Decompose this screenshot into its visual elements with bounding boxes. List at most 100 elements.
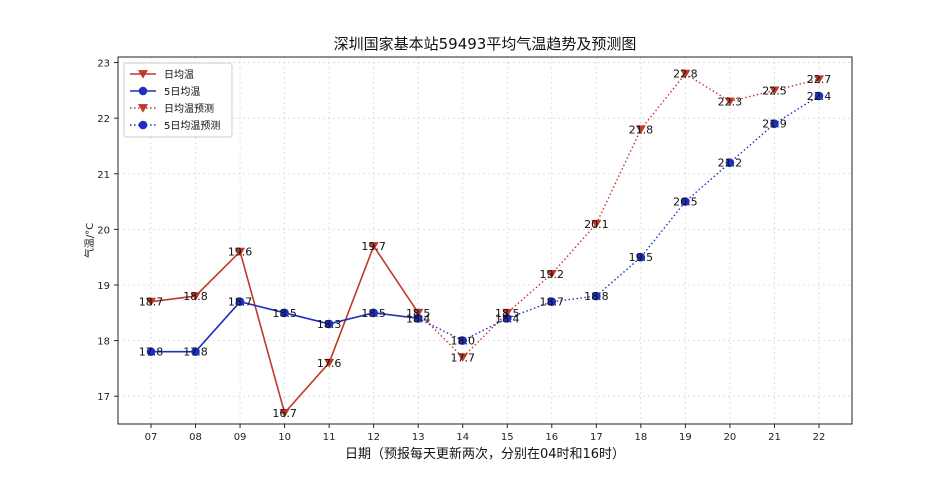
x-axis-label: 日期（预报每天更新两次，分别在04时和16时） xyxy=(345,446,625,462)
data-point xyxy=(368,242,379,251)
data-label: 19.7 xyxy=(361,240,386,253)
data-label: 17.7 xyxy=(450,351,475,364)
x-tick-label: 11 xyxy=(323,432,336,443)
data-label: 18.4 xyxy=(406,312,431,325)
data-label: 18.7 xyxy=(139,296,164,309)
x-tick-label: 17 xyxy=(590,432,603,443)
x-tick-label: 08 xyxy=(189,432,202,443)
data-point xyxy=(369,308,378,318)
data-point xyxy=(458,336,468,345)
x-tick-label: 13 xyxy=(412,432,425,443)
y-tick-label: 17 xyxy=(97,392,110,403)
data-point xyxy=(813,75,825,84)
data-label: 22.5 xyxy=(762,84,787,97)
data-label: 18.5 xyxy=(495,307,520,320)
data-point xyxy=(725,158,735,167)
x-tick-label: 12 xyxy=(367,432,380,443)
x-tick-label: 07 xyxy=(145,432,158,443)
data-point xyxy=(547,297,557,306)
x-axis-ticks: 07 08 09 10 11 12 13 14 15 16 17 18 19 20 21 22 xyxy=(145,424,826,443)
data-point xyxy=(279,408,290,418)
grid-layer xyxy=(118,57,852,424)
x-tick-label: 21 xyxy=(768,432,781,443)
data-point xyxy=(681,197,690,206)
x-tick-label: 16 xyxy=(545,432,558,443)
data-point xyxy=(636,252,646,262)
y-axis-label: 气温/°C xyxy=(83,223,96,258)
legend-label: 日均温预测 xyxy=(164,102,214,115)
data-point xyxy=(770,119,779,129)
legend-marker xyxy=(137,104,149,113)
legend-marker xyxy=(137,70,149,79)
data-label: 18.3 xyxy=(317,318,342,331)
x-tick-label: 22 xyxy=(813,432,826,443)
data-point xyxy=(324,319,334,329)
data-label: 18.8 xyxy=(183,290,208,303)
data-label: 18.5 xyxy=(272,307,297,320)
data-point xyxy=(146,347,156,357)
x-tick-label: 18 xyxy=(634,432,647,443)
data-point xyxy=(324,358,335,368)
legend-marker xyxy=(138,86,148,96)
x-tick-label: 20 xyxy=(724,432,737,443)
data-label: 19.2 xyxy=(540,268,565,281)
y-tick-label: 21 xyxy=(97,170,110,181)
data-label: 22.8 xyxy=(673,68,698,81)
data-point xyxy=(814,91,824,101)
x-tick-label: 15 xyxy=(501,432,514,443)
x-tick-label: 10 xyxy=(278,432,291,443)
data-label: 18.8 xyxy=(584,290,609,303)
y-tick-label: 20 xyxy=(97,225,110,236)
data-point xyxy=(680,69,691,79)
data-label: 18.7 xyxy=(540,296,565,309)
data-label: 18.7 xyxy=(228,296,253,309)
data-point xyxy=(190,292,201,301)
x-tick-label: 19 xyxy=(679,432,692,443)
data-point xyxy=(413,308,424,318)
data-point xyxy=(502,314,512,323)
data-point xyxy=(145,297,157,307)
legend-box xyxy=(123,62,233,138)
x-tick-label: 09 xyxy=(234,432,247,443)
series-layer xyxy=(145,69,825,418)
data-point xyxy=(235,297,245,306)
data-label: 22.7 xyxy=(807,73,832,86)
y-axis-ticks: 17 18 19 20 21 22 23 xyxy=(97,59,118,403)
data-point xyxy=(280,308,289,318)
legend-label: 日均温 xyxy=(164,69,194,81)
data-label: 17.8 xyxy=(139,346,164,359)
legend-label: 5日均温 xyxy=(164,86,200,98)
data-label: 18.4 xyxy=(495,312,520,325)
y-tick-label: 19 xyxy=(97,281,110,292)
plot-frame xyxy=(117,56,853,425)
data-labels-layer: 18.7 18.8 19.6 16.7 17.6 19.7 18.5 17.8 17.8 18.7… xyxy=(139,68,832,420)
data-point xyxy=(724,97,735,107)
data-label: 17.8 xyxy=(183,346,208,359)
data-label: 18.0 xyxy=(450,335,475,348)
data-label: 19.5 xyxy=(629,251,654,264)
data-label: 18.5 xyxy=(361,307,386,320)
legend-label: 5日均温预测 xyxy=(164,119,220,132)
data-point xyxy=(457,353,468,362)
data-label: 21.8 xyxy=(629,123,654,136)
legend-marker xyxy=(138,120,148,130)
series-line xyxy=(417,95,820,342)
series-0 xyxy=(145,242,424,418)
y-tick-label: 23 xyxy=(97,59,110,70)
series-line xyxy=(417,72,820,359)
data-point xyxy=(502,308,513,318)
data-label: 22.4 xyxy=(807,90,832,103)
data-label: 17.6 xyxy=(317,357,342,370)
data-point xyxy=(546,269,557,279)
chart-title: 深圳国家基本站59493平均气温趋势及预测图 xyxy=(334,35,637,53)
y-tick-label: 22 xyxy=(97,114,110,125)
data-label: 19.6 xyxy=(228,246,253,259)
data-point xyxy=(191,347,200,357)
data-label: 21.2 xyxy=(718,157,743,170)
data-point xyxy=(235,247,246,257)
data-point xyxy=(769,86,780,96)
data-label: 20.5 xyxy=(673,196,698,209)
series-2 xyxy=(413,69,825,362)
